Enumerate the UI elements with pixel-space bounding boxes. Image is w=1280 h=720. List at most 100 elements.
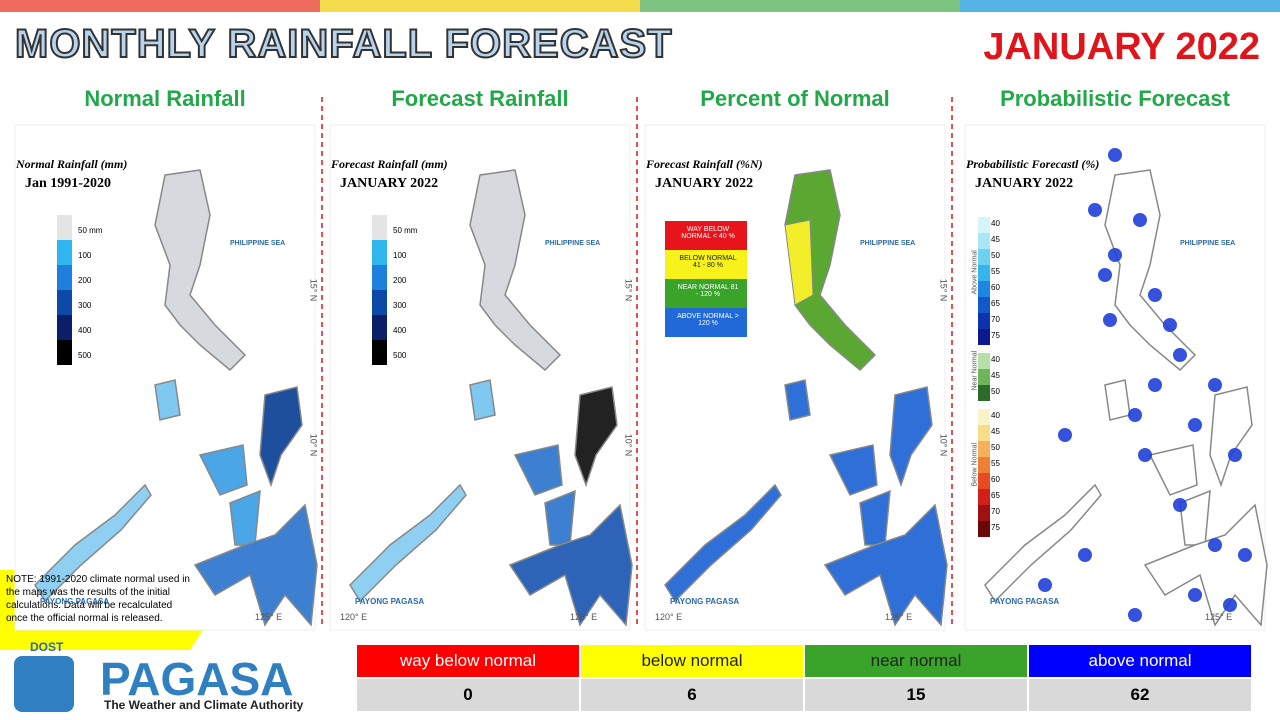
map-subtitle: JANUARY 2022 (340, 176, 439, 191)
legend-label: 75 (991, 523, 1000, 532)
legend-label: NEAR NORMAL 81 - 120 % (677, 284, 739, 298)
map-subtitle: Jan 1991-2020 (25, 176, 111, 191)
legend-swatch (372, 265, 387, 290)
station-dot (1133, 213, 1147, 227)
legend-label: 75 (991, 331, 1000, 340)
summary-header: above normal (1029, 645, 1251, 677)
legend-label: WAY BELOW NORMAL < 40 % (681, 226, 735, 240)
summary-value: 15 (805, 679, 1027, 711)
station-dot (1108, 148, 1122, 162)
island (889, 386, 933, 488)
island (469, 169, 562, 372)
brand: PAYONG PAGASA (355, 597, 425, 606)
legend-label: 400 (78, 326, 92, 335)
legend-group: Below Normal (971, 442, 979, 487)
stripe (320, 0, 640, 12)
legend-group: Near Normal (971, 350, 979, 391)
island (193, 503, 318, 627)
legend-label: 400 (393, 326, 407, 335)
map-title: Forecast Rainfall (mm) (331, 157, 448, 171)
legend-label: 70 (991, 315, 1000, 324)
legend-swatch (372, 215, 387, 240)
legend-label: 45 (991, 427, 1000, 436)
legend-label: 40 (991, 219, 1000, 228)
legend-group: Above Normal (971, 250, 979, 295)
station-dot (1188, 418, 1202, 432)
axis-label: 15° N (308, 278, 319, 302)
island (984, 483, 1102, 603)
legend-swatch (372, 290, 387, 315)
legend-swatch (57, 265, 72, 290)
axis-label: 10° N (938, 433, 949, 457)
station-dot (1078, 548, 1092, 562)
legend-label: 65 (991, 491, 1000, 500)
legend-swatch (978, 489, 990, 505)
axis-label: 120° E (655, 612, 683, 622)
legend-label: 55 (991, 459, 1000, 468)
legend-swatch (978, 409, 990, 425)
legend-swatch (978, 473, 990, 489)
legend-label: 70 (991, 507, 1000, 516)
legend-label: 50 (991, 251, 1000, 260)
legend-label: 50 mm (78, 226, 103, 235)
legend-label: 50 (991, 443, 1000, 452)
legend-label: 55 (991, 267, 1000, 276)
legend-label: BELOW NORMAL 41 - 80 % (679, 255, 737, 269)
station-dot (1208, 378, 1222, 392)
station-dot (1038, 578, 1052, 592)
island (574, 386, 618, 488)
legend-label: 50 mm (393, 226, 418, 235)
island (508, 503, 633, 627)
axis-label: 125° E (885, 612, 913, 622)
legend-swatch (978, 297, 990, 313)
island (34, 483, 152, 603)
station-dot (1228, 448, 1242, 462)
legend-swatch (978, 233, 990, 249)
legend-label: 50 (991, 387, 1000, 396)
station-dot (1128, 608, 1142, 622)
legend-label: 65 (991, 299, 1000, 308)
axis-label: 125° E (1205, 612, 1233, 622)
stripe (960, 0, 1280, 12)
legend-label: 60 (991, 283, 1000, 292)
sea-label: PHILIPPINE SEA (860, 240, 916, 247)
legend-swatch (57, 240, 72, 265)
legend-label: 300 (393, 301, 407, 310)
legend-label: 60 (991, 475, 1000, 484)
island (1104, 169, 1197, 372)
legend-swatch (978, 281, 990, 297)
axis-label: 15° N (623, 278, 634, 302)
station-dot (1138, 448, 1152, 462)
axis-label: 120° E (340, 612, 368, 622)
island (259, 386, 303, 488)
legend-swatch (978, 425, 990, 441)
summary-header: near normal (805, 645, 1027, 677)
legend-swatch (978, 353, 990, 369)
brand: PAYONG PAGASA (670, 597, 740, 606)
station-dot (1208, 538, 1222, 552)
stripe (0, 0, 320, 12)
station-dot (1188, 588, 1202, 602)
legend-swatch (978, 249, 990, 265)
legend-swatch (372, 240, 387, 265)
island (349, 483, 467, 603)
station-dot (1108, 248, 1122, 262)
legend-swatch (57, 340, 72, 365)
island (1104, 379, 1131, 421)
panel-title: Percent of Normal (700, 86, 890, 111)
stripe (640, 0, 960, 12)
legend-swatch (665, 250, 747, 279)
island (1148, 444, 1198, 496)
legend-swatch (57, 290, 72, 315)
legend-swatch (978, 369, 990, 385)
legend-swatch (665, 308, 747, 337)
summary-header: way below normal (357, 645, 579, 677)
legend-swatch (665, 279, 747, 308)
island (828, 444, 878, 496)
axis-label: 125° E (255, 612, 283, 622)
station-dot (1173, 498, 1187, 512)
map-subtitle: JANUARY 2022 (975, 176, 1074, 191)
station-dot (1088, 203, 1102, 217)
logo-name: PAGASA (100, 653, 294, 705)
